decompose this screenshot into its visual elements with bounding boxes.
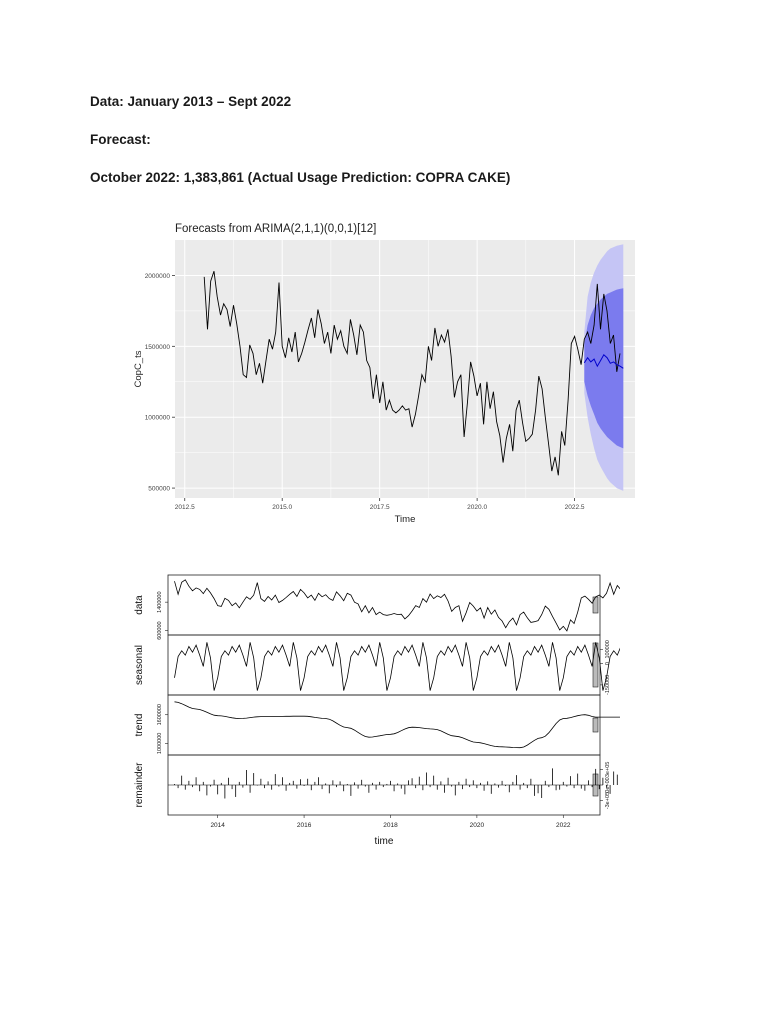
panel-label: remainder — [134, 762, 145, 808]
plot-panel — [175, 240, 635, 498]
panel-label: trend — [134, 714, 145, 737]
panel-label: seasonal — [134, 645, 145, 685]
x-tick-label: 2022.5 — [565, 504, 585, 511]
panel-label: data — [134, 595, 145, 615]
arima-forecast-chart: Forecasts from ARIMA(2,1,1)(0,0,1)[12] 2… — [133, 223, 635, 525]
panel-data: data 600000 1400000 — [134, 574, 620, 640]
scale-bar — [592, 596, 599, 614]
y-axis-label: CopC_ts — [133, 350, 144, 387]
panel-frame — [167, 694, 601, 756]
y-tick-label: 2000000 — [145, 273, 171, 280]
panel-trend: trend 1000000 1600000 — [134, 694, 620, 756]
prediction-intervals — [584, 244, 624, 491]
grid-lines — [175, 240, 635, 498]
observed-series-line — [203, 271, 621, 476]
data-range-line: Data: January 2013 – Sept 2022 — [90, 94, 292, 109]
y-tick-label: 1500000 — [145, 344, 171, 351]
x-axis: 2014 2016 2018 2020 2022 — [210, 815, 571, 829]
y-tick-label: 1000000 — [145, 415, 171, 422]
y-tick-label: 1000000 — [157, 733, 163, 754]
x-tick-label: 2012.5 — [175, 504, 195, 511]
y-tick-label: 1400000 — [157, 591, 163, 612]
y-tick-label: 0e+00 — [605, 777, 611, 792]
data-line — [174, 579, 620, 632]
x-tick-label: 2016 — [297, 822, 312, 829]
x-axis-label: Time — [395, 514, 416, 525]
chart-title: Forecasts from ARIMA(2,1,1)(0,0,1)[12] — [175, 223, 376, 235]
x-tick-label: 2015.0 — [272, 504, 292, 511]
x-tick-label: 2022 — [556, 822, 571, 829]
trend-line — [174, 701, 620, 749]
y-tick-label: 600000 — [157, 621, 163, 639]
x-tick-label: 2020 — [470, 822, 485, 829]
axes: 2012.5 2015.0 2017.5 2020.0 2022.5 500000 1000… — [145, 273, 585, 511]
y-tick-label: 3e+05 — [605, 762, 611, 777]
x-tick-label: 2014 — [210, 822, 225, 829]
seasonal-line — [174, 642, 620, 691]
x-tick-label: 2017.5 — [370, 504, 390, 511]
x-tick-label: 2020.0 — [467, 504, 487, 511]
forecast-mean-line — [583, 354, 624, 369]
y-tick-label: -150000 — [605, 675, 611, 695]
y-tick-label: 0 — [605, 662, 611, 665]
y-tick-label: -3e+05 — [605, 792, 611, 809]
scale-bar — [592, 717, 599, 733]
y-tick-label: 1600000 — [157, 704, 163, 725]
x-axis-label: time — [375, 836, 394, 847]
panel-seasonal: seasonal 100000 0 -150000 — [134, 634, 620, 696]
pi80-band — [584, 288, 624, 449]
y-tick-label: 100000 — [605, 640, 611, 658]
forecast-heading: Forecast: — [90, 132, 151, 147]
x-tick-label: 2018 — [383, 822, 398, 829]
forecast-value-line: October 2022: 1,383,861 (Actual Usage Pr… — [90, 170, 511, 185]
series-lines — [203, 271, 624, 476]
y-tick-label: 500000 — [148, 486, 170, 493]
